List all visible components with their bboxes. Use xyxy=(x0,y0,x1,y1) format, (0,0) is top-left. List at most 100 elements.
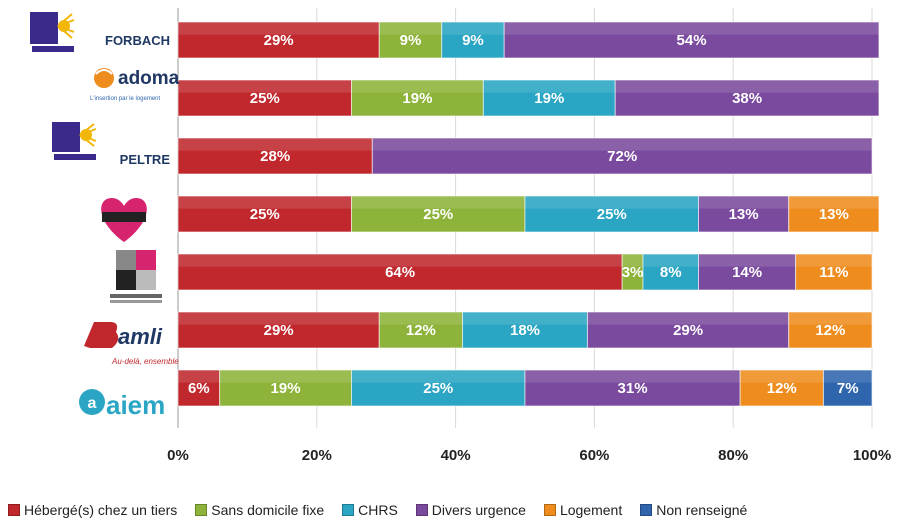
legend-item-0: Hébergé(s) chez un tiers xyxy=(8,502,177,518)
bar-highlight-row5-series1 xyxy=(379,312,463,325)
bar-row6-series2 xyxy=(351,369,526,407)
row-label-peltre: PELTRE xyxy=(120,152,171,167)
data-label-row5-series0: 29% xyxy=(264,322,294,339)
data-label-row5-series4: 12% xyxy=(815,322,845,339)
data-label-row6-series5: 7% xyxy=(837,380,859,397)
bar-highlight-row4-series3 xyxy=(698,254,796,267)
bar-highlight-row4-series0 xyxy=(178,254,623,267)
data-label-row1-series1: 19% xyxy=(402,90,432,107)
x-tick-label-4: 80% xyxy=(718,447,748,464)
bar-row2-series0 xyxy=(177,137,373,175)
data-label-row0-series2: 9% xyxy=(462,32,484,49)
bar-row6-series1 xyxy=(219,369,352,407)
data-label-row3-series2: 25% xyxy=(597,206,627,223)
bar-row5-series2 xyxy=(462,311,588,349)
bar-row0-series0 xyxy=(177,21,380,59)
bar-highlight-row5-series4 xyxy=(788,312,872,325)
bar-highlight-row6-series3 xyxy=(525,370,741,383)
row-label-forbach: FORBACH xyxy=(105,33,170,48)
bar-row5-series4 xyxy=(788,311,873,349)
aiem-logo-text: aiem xyxy=(106,390,165,420)
data-label-row6-series3: 31% xyxy=(618,380,648,397)
bar-highlight-row6-series4 xyxy=(740,370,824,383)
legend-item-5: Non renseigné xyxy=(640,502,747,518)
bar-highlight-row3-series3 xyxy=(698,196,789,209)
amli-logo-text: amli xyxy=(118,324,163,349)
bar-highlight-row4-series1 xyxy=(622,254,643,267)
data-label-row6-series4: 12% xyxy=(767,380,797,397)
bar-row4-series4 xyxy=(795,253,873,291)
bar-highlight-row6-series0 xyxy=(178,370,220,383)
bar-highlight-row2-series3 xyxy=(372,138,872,151)
data-label-row0-series1: 9% xyxy=(400,32,422,49)
bar-highlight-row4-series2 xyxy=(642,254,699,267)
legend-swatch-2 xyxy=(342,504,355,516)
data-label-row2-series3: 72% xyxy=(607,148,637,165)
bar-highlight-row3-series2 xyxy=(525,196,699,209)
x-tick-label-3: 60% xyxy=(579,447,609,464)
data-label-row3-series0: 25% xyxy=(250,206,280,223)
data-label-row4-series0: 64% xyxy=(385,264,415,281)
legend-item-2: CHRS xyxy=(342,502,398,518)
legend-swatch-0 xyxy=(8,504,20,516)
bars: 29% 9% 9% 54% 25% 19% 19% 38% 28% 72% 25% 25% 25% 13%… xyxy=(177,21,880,407)
data-label-row6-series1: 19% xyxy=(271,380,301,397)
legend-item-1: Sans domicile fixe xyxy=(195,502,324,518)
legend-swatch-3 xyxy=(415,504,428,516)
data-label-row5-series1: 12% xyxy=(406,322,436,339)
bar-row1-series3 xyxy=(614,79,880,117)
x-tick-labels: 0% 20% 40% 60% 80% 100% xyxy=(167,447,891,464)
bar-row5-series1 xyxy=(378,311,464,349)
bar-highlight-row1-series1 xyxy=(351,80,484,93)
x-tick-label-1: 20% xyxy=(302,447,332,464)
bar-row1-series1 xyxy=(351,79,484,117)
bar-highlight-row4-series4 xyxy=(795,254,872,267)
bar-highlight-row0-series2 xyxy=(441,22,505,35)
data-label-row0-series0: 29% xyxy=(264,32,294,49)
data-label-row3-series4: 13% xyxy=(819,206,849,223)
legend-label-4: Logement xyxy=(559,502,623,518)
data-label-row1-series2: 19% xyxy=(534,90,564,107)
bar-highlight-row0-series3 xyxy=(504,22,879,35)
x-tick-label-2: 40% xyxy=(441,447,471,464)
legend-swatch-1 xyxy=(195,504,208,516)
data-label-row5-series2: 18% xyxy=(510,322,540,339)
bar-row6-series3 xyxy=(524,369,741,407)
legend: Hébergé(s) chez un tiers Sans domicile fi… xyxy=(8,500,908,520)
data-label-row3-series1: 25% xyxy=(423,206,453,223)
emmaus-logo-icon xyxy=(30,12,75,52)
legend-swatch-4 xyxy=(543,504,556,516)
bar-highlight-row5-series0 xyxy=(178,312,380,325)
data-label-row4-series1: 3% xyxy=(622,264,644,281)
bar-highlight-row1-series3 xyxy=(615,80,879,93)
bar-row3-series1 xyxy=(351,195,526,233)
data-label-row0-series3: 54% xyxy=(677,32,707,49)
bar-highlight-row0-series0 xyxy=(178,22,380,35)
data-label-row1-series0: 25% xyxy=(250,90,280,107)
data-label-row6-series0: 6% xyxy=(188,380,210,397)
row-labels: FORBACH adoma L'insertion par le logemen… xyxy=(30,12,180,420)
bar-row3-series4 xyxy=(788,195,880,233)
x-tick-label-5: 100% xyxy=(853,447,891,464)
legend-label-5: Non renseigné xyxy=(656,502,748,518)
building-logo-icon xyxy=(110,250,162,303)
emmaus-logo-icon-2 xyxy=(52,122,97,160)
data-label-row2-series0: 28% xyxy=(260,148,290,165)
amli-tagline: Au-delà, ensemble xyxy=(111,357,179,366)
legend-item-3: Divers urgence xyxy=(415,502,526,518)
bar-highlight-row6-series1 xyxy=(219,370,352,383)
bar-highlight-row6-series5 xyxy=(823,370,872,383)
legend-label-2: CHRS xyxy=(358,502,398,518)
bar-highlight-row5-series3 xyxy=(587,312,789,325)
bar-row6-series5 xyxy=(822,369,873,407)
bar-highlight-row6-series2 xyxy=(351,370,525,383)
data-label-row4-series4: 11% xyxy=(819,264,848,281)
bar-row0-series3 xyxy=(503,21,880,59)
stacked-bar-chart: 29% 9% 9% 54% 25% 19% 19% 38% 28% 72% 25% 25% 25% 13%… xyxy=(30,8,891,464)
bar-highlight-row1-series2 xyxy=(483,80,616,93)
adoma-logo-text: adoma xyxy=(118,68,180,89)
legend-label-1: Sans domicile fixe xyxy=(211,502,325,518)
x-tick-label-0: 0% xyxy=(167,447,189,464)
bar-highlight-row0-series1 xyxy=(379,22,442,35)
svg-text:a: a xyxy=(88,395,97,412)
